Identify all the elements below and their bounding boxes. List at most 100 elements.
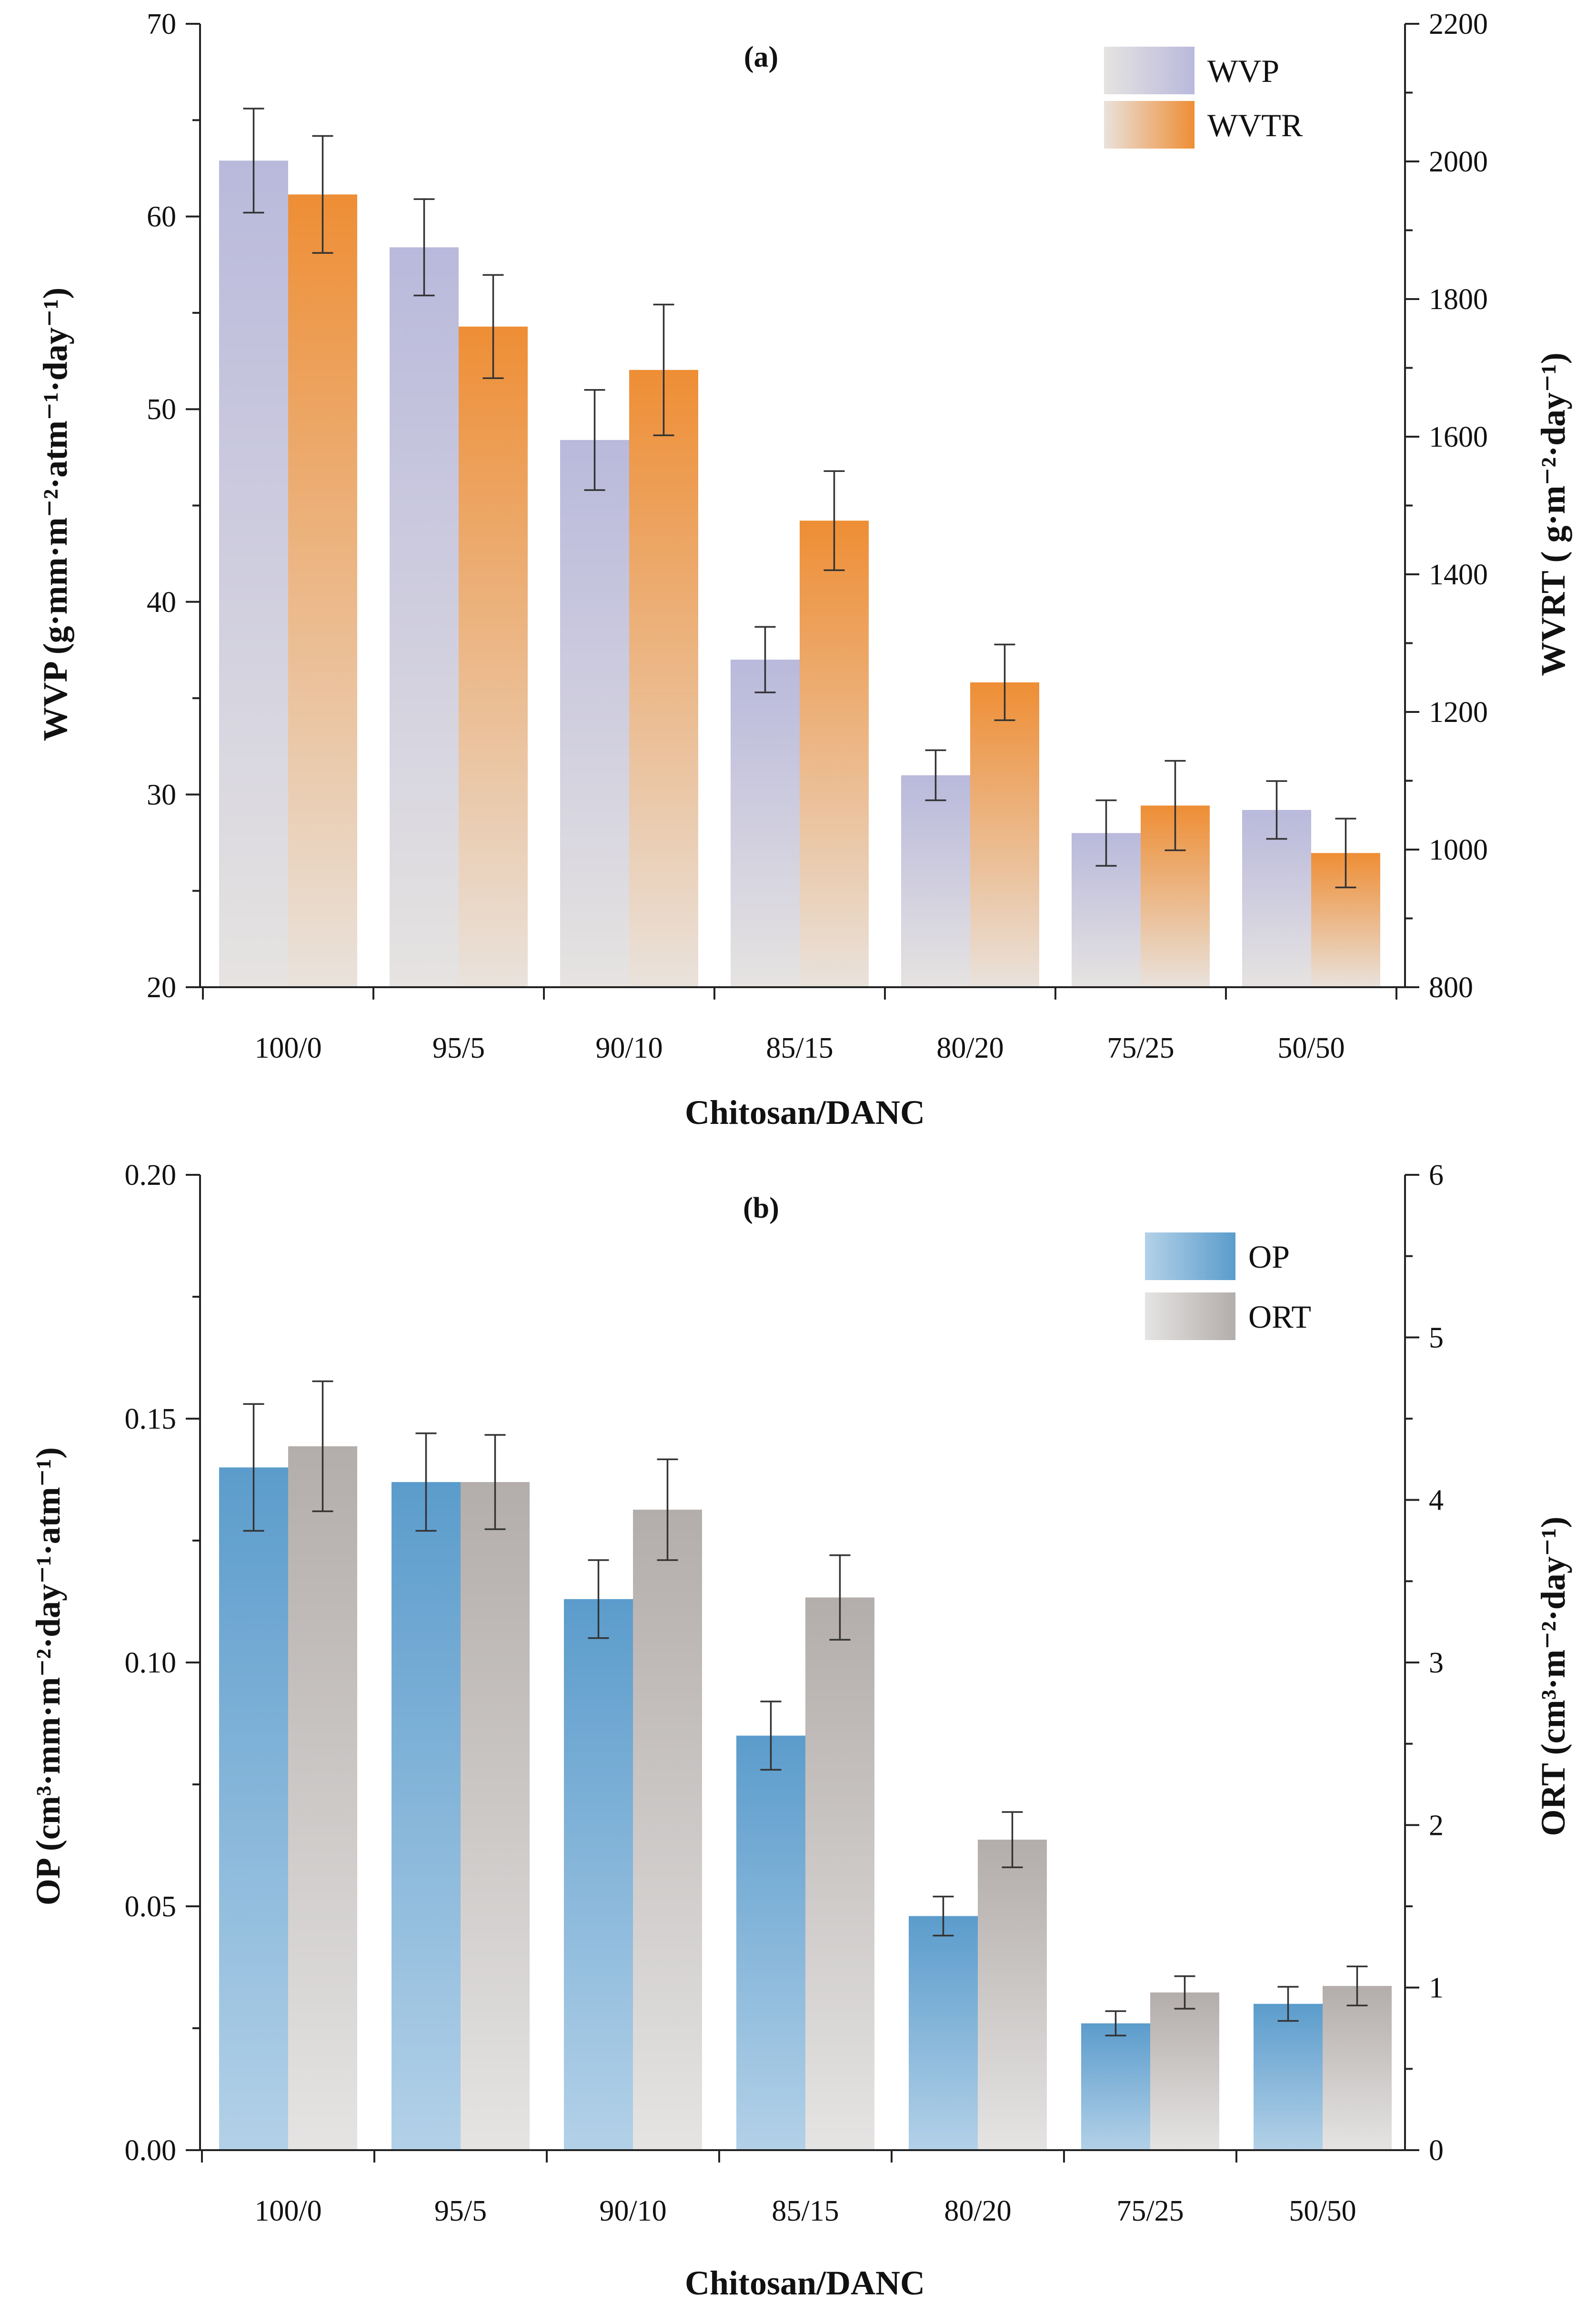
left-tick-label: 20	[147, 971, 176, 1004]
error-bar-ort-75-25	[1174, 1975, 1195, 2010]
x-tick-label: 80/20	[944, 2195, 1011, 2227]
legend-swatch-wvtr	[1104, 101, 1194, 149]
x-tick-label: 85/15	[772, 2195, 839, 2227]
error-bar-wvp-80-20	[925, 749, 946, 801]
right-tick-label: 1000	[1429, 834, 1488, 866]
panel-a-tick-labels: 20 30 40 50 60 70 800 1000 1200 1400 1600 1800 2000 2…	[147, 8, 1488, 1064]
panel-b-legend: OP ORT	[1145, 1232, 1311, 1340]
bar-wvp-90-10	[560, 440, 629, 987]
right-tick-label: 0	[1429, 2134, 1444, 2167]
x-tick-label: 100/0	[254, 1032, 321, 1064]
bar-op-90-10	[564, 1599, 633, 2150]
bar-ort-50-50	[1323, 1986, 1392, 2150]
panel-a-right-axis-title: WVRT ( g·m⁻²·day⁻¹)	[1534, 352, 1572, 676]
right-tick-label: 3	[1429, 1647, 1444, 1679]
x-tick-label: 75/25	[1107, 1032, 1174, 1064]
left-tick-label: 0.15	[125, 1403, 177, 1435]
error-bar-ort-100-0	[312, 1380, 333, 1512]
error-bar-wvtr-80-20	[994, 643, 1015, 721]
error-bar-op-80-20	[933, 1895, 954, 1937]
x-tick-label: 80/20	[936, 1032, 1004, 1064]
x-tick-label: 95/5	[432, 1032, 485, 1064]
bar-op-85-15	[736, 1735, 805, 2150]
legend-label-op: OP	[1248, 1239, 1290, 1275]
error-bar-ort-95-5	[484, 1434, 506, 1530]
error-bar-op-75-25	[1105, 2010, 1126, 2037]
error-bar-wvp-90-10	[584, 389, 605, 491]
error-bar-wvtr-50-50	[1335, 818, 1356, 889]
panel-a-legend: WVP WVTR	[1104, 47, 1303, 149]
panel-b-left-axis-title: OP (cm³·mm·m⁻²·day⁻¹·atm⁻¹)	[29, 1447, 67, 1905]
bar-wvp-85-15	[731, 660, 800, 987]
left-tick-label: 70	[147, 8, 176, 40]
right-tick-label: 2200	[1429, 8, 1488, 40]
error-bar-wvtr-100-0	[312, 135, 333, 254]
error-bar-ort-90-10	[657, 1458, 678, 1561]
error-bar-wvp-85-15	[754, 626, 776, 693]
error-bar-ort-80-20	[1002, 1811, 1023, 1868]
panel-b-label: (b)	[743, 1192, 779, 1224]
panel-a-left-axis-title: WVP (g·mm·m⁻²·atm⁻¹·day⁻¹)	[36, 288, 74, 741]
error-bar-wvp-95-5	[413, 198, 435, 297]
right-tick-label: 6	[1429, 1159, 1444, 1192]
legend-swatch-op	[1145, 1232, 1235, 1280]
error-bar-ort-85-15	[829, 1554, 851, 1641]
right-tick-label: 1200	[1429, 696, 1488, 729]
panel-b-tick-labels: 0.00 0.05 0.10 0.15 0.20 0 1 2 3 4 5 6 100/0 95/5 90/1…	[125, 1159, 1444, 2227]
error-bar-wvp-75-25	[1095, 799, 1117, 867]
bar-ort-75-25	[1150, 1992, 1219, 2150]
x-tick-label: 85/15	[766, 1032, 833, 1064]
right-tick-label: 800	[1429, 971, 1473, 1004]
panel-a-label: (a)	[744, 41, 778, 73]
panel-b-right-axis-title: ORT (cm³·m⁻²·day⁻¹)	[1534, 1517, 1572, 1836]
x-tick-label: 90/10	[599, 2195, 666, 2227]
bar-ort-100-0	[288, 1446, 357, 2150]
panel-b-x-axis-title: Chitosan/DANC	[685, 2264, 925, 2302]
left-tick-label: 50	[147, 393, 176, 426]
bar-wvp-100-0	[219, 160, 288, 987]
error-bar-wvtr-85-15	[823, 470, 845, 571]
left-tick-label: 0.10	[125, 1647, 177, 1679]
right-tick-label: 4	[1429, 1484, 1444, 1517]
bar-op-50-50	[1254, 2003, 1323, 2150]
panel-b-error-bars	[243, 1380, 1368, 2037]
legend-swatch-ort	[1145, 1292, 1235, 1340]
panel-b-chart: 0.00 0.05 0.10 0.15 0.20 0 1 2 3 4 5 6 100/0 95/5 90/1…	[29, 1159, 1572, 2302]
error-bar-op-50-50	[1277, 1986, 1299, 2022]
bar-wvp-80-20	[901, 775, 970, 987]
error-bar-ort-50-50	[1346, 1965, 1368, 2006]
legend-label-wvtr: WVTR	[1207, 107, 1303, 143]
bar-wvtr-80-20	[970, 682, 1039, 987]
bar-wvtr-95-5	[459, 326, 528, 987]
left-tick-label: 40	[147, 586, 176, 619]
error-bar-wvtr-90-10	[653, 303, 674, 436]
right-tick-label: 1800	[1429, 283, 1488, 316]
left-tick-label: 30	[147, 779, 176, 811]
error-bar-op-90-10	[588, 1559, 609, 1639]
x-tick-label: 95/5	[434, 2195, 487, 2227]
bar-ort-80-20	[978, 1840, 1047, 2150]
legend-label-wvp: WVP	[1207, 53, 1279, 89]
error-bar-op-85-15	[760, 1701, 782, 1771]
error-bar-wvp-50-50	[1266, 780, 1287, 840]
x-tick-label: 50/50	[1277, 1032, 1345, 1064]
bar-ort-85-15	[805, 1597, 874, 2150]
legend-swatch-wvp	[1104, 47, 1194, 94]
x-tick-label: 100/0	[254, 2195, 321, 2227]
error-bar-op-100-0	[243, 1403, 264, 1532]
x-tick-label: 75/25	[1116, 2195, 1184, 2227]
panel-a-error-bars	[243, 108, 1356, 889]
left-tick-label: 0.00	[125, 2134, 177, 2167]
left-tick-label: 0.20	[125, 1159, 177, 1192]
error-bar-wvp-100-0	[243, 108, 264, 214]
panel-a-bars	[219, 160, 1380, 988]
error-bar-op-95-5	[415, 1432, 437, 1532]
x-tick-label: 50/50	[1289, 2195, 1356, 2227]
right-tick-label: 1400	[1429, 559, 1488, 591]
bar-wvtr-85-15	[800, 521, 869, 987]
right-tick-label: 2	[1429, 1809, 1444, 1842]
bar-ort-90-10	[633, 1510, 702, 2150]
bar-wvtr-90-10	[629, 370, 698, 988]
x-tick-label: 90/10	[595, 1032, 662, 1064]
